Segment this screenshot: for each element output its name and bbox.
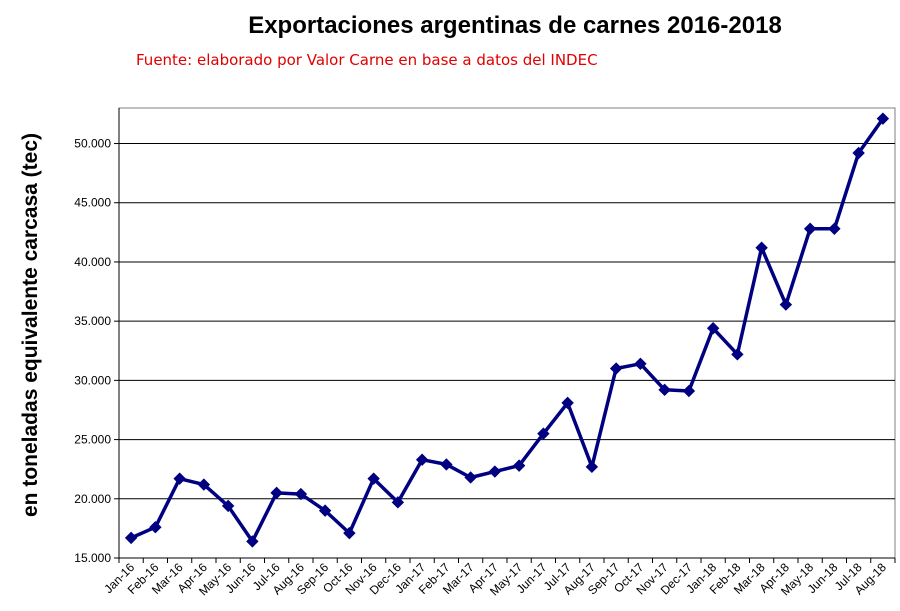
data-point-marker: [197, 478, 211, 491]
data-point-marker: [512, 459, 526, 472]
y-tick-label: 15.000: [74, 551, 111, 565]
y-tick-label: 45.000: [74, 196, 111, 210]
data-point-marker: [246, 535, 259, 548]
data-point-marker: [779, 298, 793, 311]
y-tick-label: 20.000: [74, 492, 111, 506]
data-point-marker: [537, 427, 550, 440]
data-point-marker: [173, 472, 186, 485]
data-point-marker: [561, 396, 574, 410]
chart-title: Exportaciones argentinas de carnes 2016-…: [248, 12, 782, 39]
plot-area: [118, 107, 896, 559]
y-tick-label: 25.000: [74, 433, 111, 447]
data-point-marker: [367, 472, 380, 485]
data-point-marker: [464, 471, 477, 484]
data-point-marker: [415, 453, 429, 466]
data-point-marker: [221, 499, 235, 513]
data-point-marker: [828, 222, 841, 235]
data-point-marker: [803, 222, 817, 235]
y-tick-label: 35.000: [74, 314, 111, 328]
data-point-marker: [852, 146, 865, 160]
data-point-marker: [270, 486, 283, 500]
data-point-marker: [658, 383, 671, 397]
y-tick-label: 30.000: [74, 373, 111, 387]
data-point-marker: [682, 384, 696, 398]
data-point-marker: [124, 531, 138, 545]
data-point-marker: [731, 348, 744, 361]
data-point-marker: [149, 521, 162, 534]
data-point-marker: [585, 460, 599, 474]
series-line: [130, 117, 885, 544]
chart-subtitle: Fuente: elaborado por Valor Carne en bas…: [136, 51, 598, 69]
data-point-marker: [488, 465, 502, 478]
y-tick-label: 50.000: [74, 137, 111, 151]
data-point-marker: [440, 458, 453, 471]
data-point-marker: [755, 241, 768, 254]
data-point-marker: [876, 112, 890, 125]
data-point-marker: [634, 357, 647, 370]
data-point-marker: [343, 526, 356, 540]
data-point-marker: [706, 322, 720, 335]
data-point-marker: [294, 487, 308, 501]
y-tick-label: 40.000: [74, 255, 111, 269]
data-point-marker: [609, 362, 623, 375]
data-point-marker: [391, 496, 405, 509]
data-point-marker: [318, 504, 332, 517]
